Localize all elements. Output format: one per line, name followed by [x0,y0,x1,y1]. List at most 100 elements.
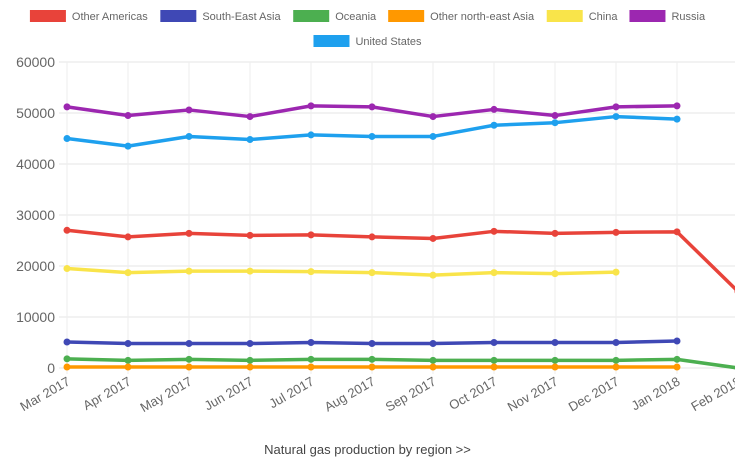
data-point[interactable] [430,133,437,140]
legend-item-south-east-asia[interactable]: South-East Asia [160,10,281,23]
data-point[interactable] [125,363,132,370]
data-point[interactable] [247,232,254,239]
data-point[interactable] [430,363,437,370]
data-point[interactable] [552,119,559,126]
data-point[interactable] [247,268,254,275]
series-group [64,102,735,371]
data-point[interactable] [430,235,437,242]
data-point[interactable] [369,233,376,240]
data-point[interactable] [186,363,193,370]
legend-item-united-states[interactable]: United States [313,35,422,48]
data-point[interactable] [125,357,132,364]
data-point[interactable] [64,265,71,272]
data-point[interactable] [491,363,498,370]
data-point[interactable] [674,228,681,235]
data-point[interactable] [430,340,437,347]
x-tick-label: May 2017 [138,374,195,416]
y-tick-label: 10000 [16,309,55,325]
data-point[interactable] [308,231,315,238]
series-other-americas [64,227,735,295]
x-tick-label: Oct 2017 [446,374,499,413]
data-point[interactable] [186,106,193,113]
data-point[interactable] [308,356,315,363]
data-point[interactable] [674,337,681,344]
data-point[interactable] [369,340,376,347]
data-point[interactable] [125,112,132,119]
x-tick-label: Nov 2017 [505,374,561,415]
data-point[interactable] [430,357,437,364]
data-point[interactable] [308,131,315,138]
data-point[interactable] [308,102,315,109]
data-point[interactable] [64,363,71,370]
data-point[interactable] [674,363,681,370]
data-point[interactable] [369,133,376,140]
data-point[interactable] [64,227,71,234]
data-point[interactable] [186,340,193,347]
data-point[interactable] [308,268,315,275]
data-point[interactable] [369,103,376,110]
data-point[interactable] [430,113,437,120]
data-point[interactable] [674,102,681,109]
legend: Other Americas South-East Asia Oceania Othe… [30,10,706,48]
data-point[interactable] [613,339,620,346]
data-point[interactable] [491,269,498,276]
data-point[interactable] [674,116,681,123]
data-point[interactable] [491,357,498,364]
legend-label: South-East Asia [202,11,281,23]
data-point[interactable] [552,339,559,346]
data-point[interactable] [552,230,559,237]
data-point[interactable] [64,338,71,345]
data-point[interactable] [64,135,71,142]
data-point[interactable] [613,229,620,236]
data-point[interactable] [247,113,254,120]
region-production-link[interactable]: Natural gas production by region >> [0,442,735,457]
legend-item-other-americas[interactable]: Other Americas [30,10,148,23]
data-point[interactable] [552,357,559,364]
data-point[interactable] [552,363,559,370]
legend-item-other-north-east-asia[interactable]: Other north-east Asia [388,10,535,23]
data-point[interactable] [125,269,132,276]
series-line [67,269,616,276]
data-point[interactable] [186,133,193,140]
data-point[interactable] [369,269,376,276]
data-point[interactable] [491,106,498,113]
data-point[interactable] [613,363,620,370]
data-point[interactable] [674,356,681,363]
data-point[interactable] [64,355,71,362]
data-point[interactable] [491,339,498,346]
data-point[interactable] [613,113,620,120]
legend-item-oceania[interactable]: Oceania [293,10,377,23]
data-point[interactable] [125,340,132,347]
data-point[interactable] [125,233,132,240]
data-point[interactable] [552,270,559,277]
data-point[interactable] [247,363,254,370]
data-point[interactable] [186,230,193,237]
data-point[interactable] [430,272,437,279]
data-point[interactable] [613,357,620,364]
x-tick-label: Apr 2017 [80,374,133,413]
data-point[interactable] [491,228,498,235]
legend-item-china[interactable]: China [547,10,619,23]
series-china [64,265,620,279]
data-point[interactable] [247,340,254,347]
data-point[interactable] [369,363,376,370]
data-point[interactable] [369,356,376,363]
data-point[interactable] [186,268,193,275]
data-point[interactable] [125,143,132,150]
legend-swatch [388,10,424,22]
data-point[interactable] [64,103,71,110]
data-point[interactable] [308,339,315,346]
data-point[interactable] [308,363,315,370]
data-point[interactable] [552,112,559,119]
data-point[interactable] [247,357,254,364]
data-point[interactable] [491,122,498,129]
data-point[interactable] [186,356,193,363]
x-tick-label: Feb 2018 [688,374,735,414]
data-point[interactable] [613,103,620,110]
data-point[interactable] [247,136,254,143]
y-axis: 0 10000 20000 30000 40000 50000 60000 [16,54,55,376]
x-tick-label: Aug 2017 [322,374,378,415]
y-tick-label: 60000 [16,54,55,70]
data-point[interactable] [613,269,620,276]
legend-item-russia[interactable]: Russia [629,10,706,23]
